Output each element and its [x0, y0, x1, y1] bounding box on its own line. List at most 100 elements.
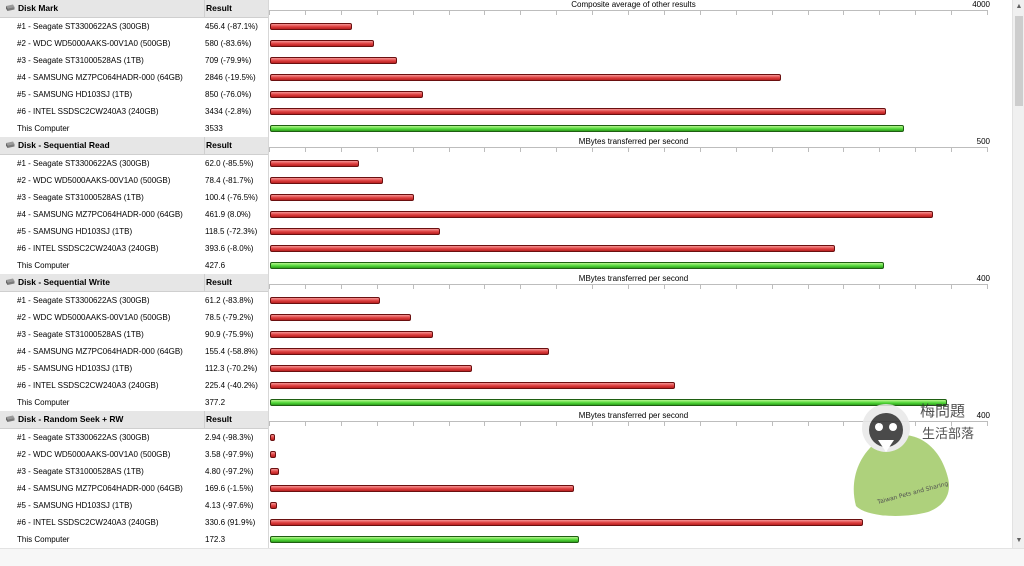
results-section: Disk - Sequential Read Result #1 - Seagate…	[0, 137, 268, 274]
axis-tick	[736, 10, 737, 15]
result-value: 78.4 (-81.7%)	[205, 176, 254, 185]
result-value: 3533	[205, 124, 223, 133]
table-row[interactable]: #2 - WDC WD5000AAKS-00V1A0 (500GB) 78.4 (…	[0, 172, 268, 189]
results-table: Disk Mark Result #1 - Seagate ST3300622AS …	[0, 0, 269, 548]
table-row[interactable]: #5 - SAMSUNG HD103SJ (1TB) 850 (-76.0%)	[0, 86, 268, 103]
axis-tick	[449, 421, 450, 426]
axis-tick	[951, 421, 952, 426]
section-header[interactable]: Disk - Sequential Read Result	[0, 137, 268, 155]
device-name: This Computer	[17, 261, 70, 270]
axis-tick	[951, 147, 952, 152]
axis-tick	[772, 421, 773, 426]
axis-tick	[772, 10, 773, 15]
axis-tick	[736, 421, 737, 426]
table-row[interactable]: #1 - Seagate ST3300622AS (300GB) 61.2 (-8…	[0, 292, 268, 309]
table-row[interactable]: #5 - SAMSUNG HD103SJ (1TB) 118.5 (-72.3%)	[0, 223, 268, 240]
section-header[interactable]: Disk - Sequential Write Result	[0, 274, 268, 292]
axis-tick	[843, 284, 844, 289]
table-row[interactable]: #3 - Seagate ST31000528AS (1TB) 709 (-79.…	[0, 52, 268, 69]
device-name: #1 - Seagate ST3300622AS (300GB)	[17, 22, 150, 31]
result-bar	[270, 331, 433, 338]
result-column-header: Result	[204, 137, 268, 154]
axis-tick	[592, 147, 593, 152]
axis-tick	[413, 10, 414, 15]
table-row[interactable]: #4 - SAMSUNG MZ7PC064HADR-000 (64GB) 2846…	[0, 69, 268, 86]
axis-max-label: 400	[976, 411, 990, 420]
axis-tick	[377, 10, 378, 15]
result-bar	[270, 365, 472, 372]
axis-tick	[915, 284, 916, 289]
result-bar	[270, 485, 574, 492]
axis-tick	[879, 147, 880, 152]
device-name: #3 - Seagate ST31000528AS (1TB)	[17, 467, 144, 476]
axis-tick	[915, 10, 916, 15]
device-name: #4 - SAMSUNG MZ7PC064HADR-000 (64GB)	[17, 73, 183, 82]
vertical-scrollbar[interactable]: ▲ ▼	[1012, 0, 1024, 548]
device-name: #4 - SAMSUNG MZ7PC064HADR-000 (64GB)	[17, 210, 183, 219]
table-row[interactable]: #3 - Seagate ST31000528AS (1TB) 100.4 (-7…	[0, 189, 268, 206]
table-row[interactable]: #1 - Seagate ST3300622AS (300GB) 456.4 (-…	[0, 18, 268, 35]
result-bar	[270, 108, 886, 115]
axis-tick	[305, 421, 306, 426]
table-row[interactable]: #3 - Seagate ST31000528AS (1TB) 90.9 (-75…	[0, 326, 268, 343]
table-row[interactable]: #5 - SAMSUNG HD103SJ (1TB) 112.3 (-70.2%)	[0, 360, 268, 377]
axis-tick	[341, 284, 342, 289]
result-bar	[270, 228, 440, 235]
this-computer-row[interactable]: This Computer 377.2	[0, 394, 268, 411]
axis-tick	[987, 284, 988, 289]
device-name: #6 - INTEL SSDSC2CW240A3 (240GB)	[17, 107, 159, 116]
table-row[interactable]: #1 - Seagate ST3300622AS (300GB) 62.0 (-8…	[0, 155, 268, 172]
section-title: Disk - Sequential Read	[0, 137, 203, 154]
section-header[interactable]: Disk - Random Seek + RW Result	[0, 411, 268, 429]
table-row[interactable]: #6 - INTEL SSDSC2CW240A3 (240GB) 393.6 (-…	[0, 240, 268, 257]
axis-caption: Composite average of other results	[571, 0, 696, 9]
device-name: #3 - Seagate ST31000528AS (1TB)	[17, 330, 144, 339]
table-row[interactable]: #4 - SAMSUNG MZ7PC064HADR-000 (64GB) 461.…	[0, 206, 268, 223]
section-header[interactable]: Disk Mark Result	[0, 0, 268, 18]
result-bar	[270, 160, 359, 167]
table-row[interactable]: #1 - Seagate ST3300622AS (300GB) 2.94 (-9…	[0, 429, 268, 446]
this-computer-row[interactable]: This Computer 3533	[0, 120, 268, 137]
result-value: 461.9 (8.0%)	[205, 210, 251, 219]
result-bar	[270, 382, 675, 389]
table-row[interactable]: #4 - SAMSUNG MZ7PC064HADR-000 (64GB) 169.…	[0, 480, 268, 497]
horizontal-scrollbar[interactable]	[0, 548, 1024, 566]
result-bar	[270, 348, 549, 355]
table-row[interactable]: #6 - INTEL SSDSC2CW240A3 (240GB) 330.6 (9…	[0, 514, 268, 531]
this-computer-bar	[270, 125, 904, 132]
axis-tick	[269, 147, 270, 152]
section-title: Disk - Sequential Write	[0, 274, 203, 291]
disk-seek-icon	[5, 412, 15, 422]
axis-tick	[305, 147, 306, 152]
table-row[interactable]: #2 - WDC WD5000AAKS-00V1A0 (500GB) 78.5 (…	[0, 309, 268, 326]
device-name: #6 - INTEL SSDSC2CW240A3 (240GB)	[17, 381, 159, 390]
scroll-down-arrow-icon[interactable]: ▼	[1015, 537, 1023, 544]
table-row[interactable]: #5 - SAMSUNG HD103SJ (1TB) 4.13 (-97.6%)	[0, 497, 268, 514]
result-column-header: Result	[204, 0, 268, 17]
table-row[interactable]: #6 - INTEL SSDSC2CW240A3 (240GB) 3434 (-2…	[0, 103, 268, 120]
axis-tick	[484, 147, 485, 152]
table-row[interactable]: #3 - Seagate ST31000528AS (1TB) 4.80 (-97…	[0, 463, 268, 480]
disk-read-icon	[5, 138, 15, 148]
this-computer-row[interactable]: This Computer 427.6	[0, 257, 268, 274]
table-row[interactable]: #6 - INTEL SSDSC2CW240A3 (240GB) 225.4 (-…	[0, 377, 268, 394]
result-value: 456.4 (-87.1%)	[205, 22, 258, 31]
result-value: 850 (-76.0%)	[205, 90, 252, 99]
axis-tick	[664, 147, 665, 152]
axis-tick	[377, 147, 378, 152]
result-value: 78.5 (-79.2%)	[205, 313, 254, 322]
scroll-up-arrow-icon[interactable]: ▲	[1015, 3, 1023, 10]
device-name: #2 - WDC WD5000AAKS-00V1A0 (500GB)	[17, 450, 171, 459]
table-row[interactable]: #2 - WDC WD5000AAKS-00V1A0 (500GB) 3.58 (…	[0, 446, 268, 463]
axis-max-label: 4000	[972, 0, 990, 9]
this-computer-row[interactable]: This Computer 172.3	[0, 531, 268, 548]
axis-tick	[413, 147, 414, 152]
scrollbar-thumb[interactable]	[1015, 16, 1023, 106]
table-row[interactable]: #4 - SAMSUNG MZ7PC064HADR-000 (64GB) 155.…	[0, 343, 268, 360]
table-row[interactable]: #2 - WDC WD5000AAKS-00V1A0 (500GB) 580 (-…	[0, 35, 268, 52]
device-name: #5 - SAMSUNG HD103SJ (1TB)	[17, 501, 133, 510]
axis-tick	[269, 284, 270, 289]
result-bar	[270, 297, 380, 304]
axis-max-label: 400	[976, 274, 990, 283]
result-bar	[270, 451, 276, 458]
